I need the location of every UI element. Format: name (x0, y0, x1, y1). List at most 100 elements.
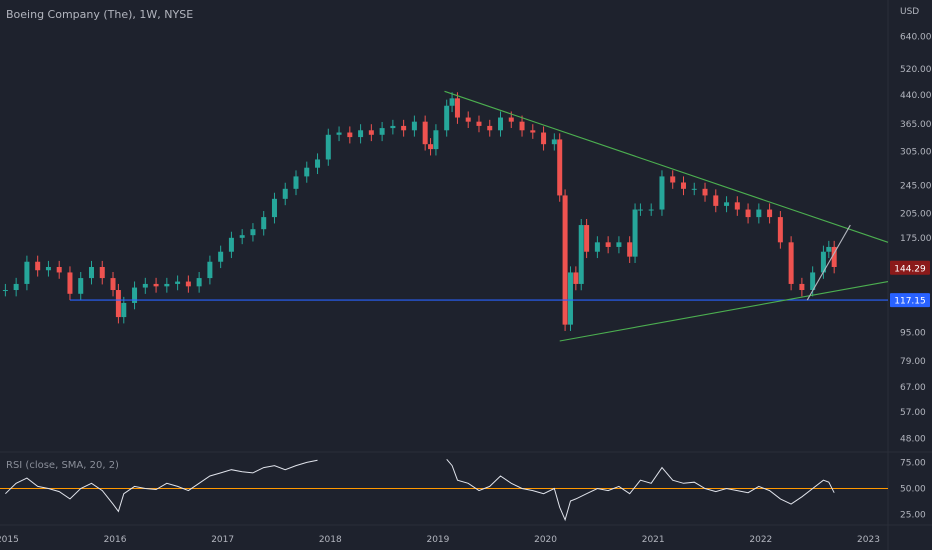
candle-body (45, 266, 51, 271)
rsi-tick-label: 75.00 (900, 458, 926, 468)
candle-body (444, 105, 450, 131)
candle-body (498, 117, 504, 131)
candle-body (810, 272, 816, 291)
price-tick-label: 205.00 (900, 209, 932, 219)
candle-body (756, 209, 762, 218)
candle-body (142, 283, 148, 288)
candle-body (56, 266, 62, 273)
candle-body (551, 139, 557, 145)
last-price-badge (890, 260, 930, 275)
candle-body (508, 117, 514, 122)
candle-body (648, 209, 654, 211)
candle-body (680, 182, 686, 189)
candle-body (271, 198, 277, 218)
time-tick-label: 2022 (749, 535, 772, 545)
candle-body (78, 278, 84, 294)
candle-body (35, 261, 41, 271)
candle-body (336, 132, 342, 135)
candle-body (368, 130, 374, 135)
candle-body (390, 125, 396, 129)
candle-body (433, 130, 439, 150)
candle-body (99, 266, 105, 279)
candle-body (110, 278, 116, 291)
support-price-label: 117.15 (894, 297, 926, 307)
candle-body (358, 130, 364, 138)
price-tick-label: 640.00 (900, 33, 932, 43)
candle-body (767, 209, 773, 218)
candle-body (724, 202, 730, 206)
candle-body (422, 121, 428, 145)
candle-body (2, 290, 8, 292)
candle-body (632, 209, 638, 257)
candle-body (261, 217, 267, 230)
currency-label: USD (900, 7, 919, 17)
candle-body (476, 121, 482, 126)
time-tick-label: 2018 (319, 535, 342, 545)
candle-body (465, 117, 471, 122)
price-tick-label: 79.00 (900, 357, 926, 367)
rsi-tick-label: 25.00 (900, 511, 926, 521)
chart-title: Boeing Company (The), 1W, NYSE (6, 8, 194, 21)
trendline-2 (806, 224, 851, 301)
candle-body (820, 251, 826, 273)
price-tick-label: 365.00 (900, 120, 932, 130)
price-tick-label: 67.00 (900, 383, 926, 393)
price-tick-label: 520.00 (900, 65, 932, 75)
price-tick-label: 95.00 (900, 329, 926, 339)
candle-body (228, 237, 234, 252)
candle-body (567, 272, 573, 325)
price-tick-label: 245.00 (900, 182, 932, 192)
candle-body (578, 225, 584, 284)
candle-body (315, 159, 321, 168)
candle-body (24, 261, 30, 284)
time-tick-label: 2020 (534, 535, 557, 545)
time-tick-label: 2023 (857, 535, 880, 545)
candle-body (196, 278, 202, 287)
candle-body (207, 261, 213, 279)
candle-body (449, 98, 455, 106)
candle-body (659, 176, 665, 210)
candle-body (627, 242, 633, 257)
trendline-1 (559, 281, 889, 342)
candle-body (411, 121, 417, 131)
candle-body (401, 125, 407, 131)
candle-body (239, 235, 245, 238)
time-tick-label: 2016 (104, 535, 127, 545)
candle-body (121, 302, 127, 318)
candle-body (594, 242, 600, 252)
price-tick-label: 48.00 (900, 435, 926, 445)
candle-body (293, 176, 299, 189)
candle-body (573, 272, 579, 284)
support-price-badge (890, 293, 930, 308)
candle-body (218, 251, 224, 262)
time-tick-label: 2021 (642, 535, 665, 545)
price-tick-label: 305.00 (900, 148, 932, 158)
candle-body (691, 188, 697, 190)
candle-body (541, 132, 547, 145)
candle-body (530, 130, 536, 133)
rsi-tick-label: 50.00 (900, 485, 926, 495)
rsi-label: RSI (close, SMA, 20, 2) (6, 460, 119, 471)
candle-body (115, 290, 121, 318)
candle-body (562, 195, 568, 325)
candle-body (745, 209, 751, 218)
candle-body (777, 217, 783, 243)
price-tick-label: 440.00 (900, 91, 932, 101)
candle-body (347, 132, 353, 138)
candle-body (454, 98, 460, 118)
candle-body (304, 167, 310, 177)
candle-body (713, 195, 719, 206)
candle-body (788, 242, 794, 284)
candle-body (153, 283, 159, 287)
candle-body (557, 139, 563, 196)
price-tick-label: 57.00 (900, 408, 926, 418)
price-tick-label: 175.00 (900, 234, 932, 244)
time-tick-label: 2017 (211, 535, 234, 545)
candle-body (831, 246, 837, 267)
candle-body (734, 202, 740, 210)
candle-body (637, 209, 643, 211)
rsi-line (5, 458, 835, 522)
candle-body (826, 246, 832, 252)
